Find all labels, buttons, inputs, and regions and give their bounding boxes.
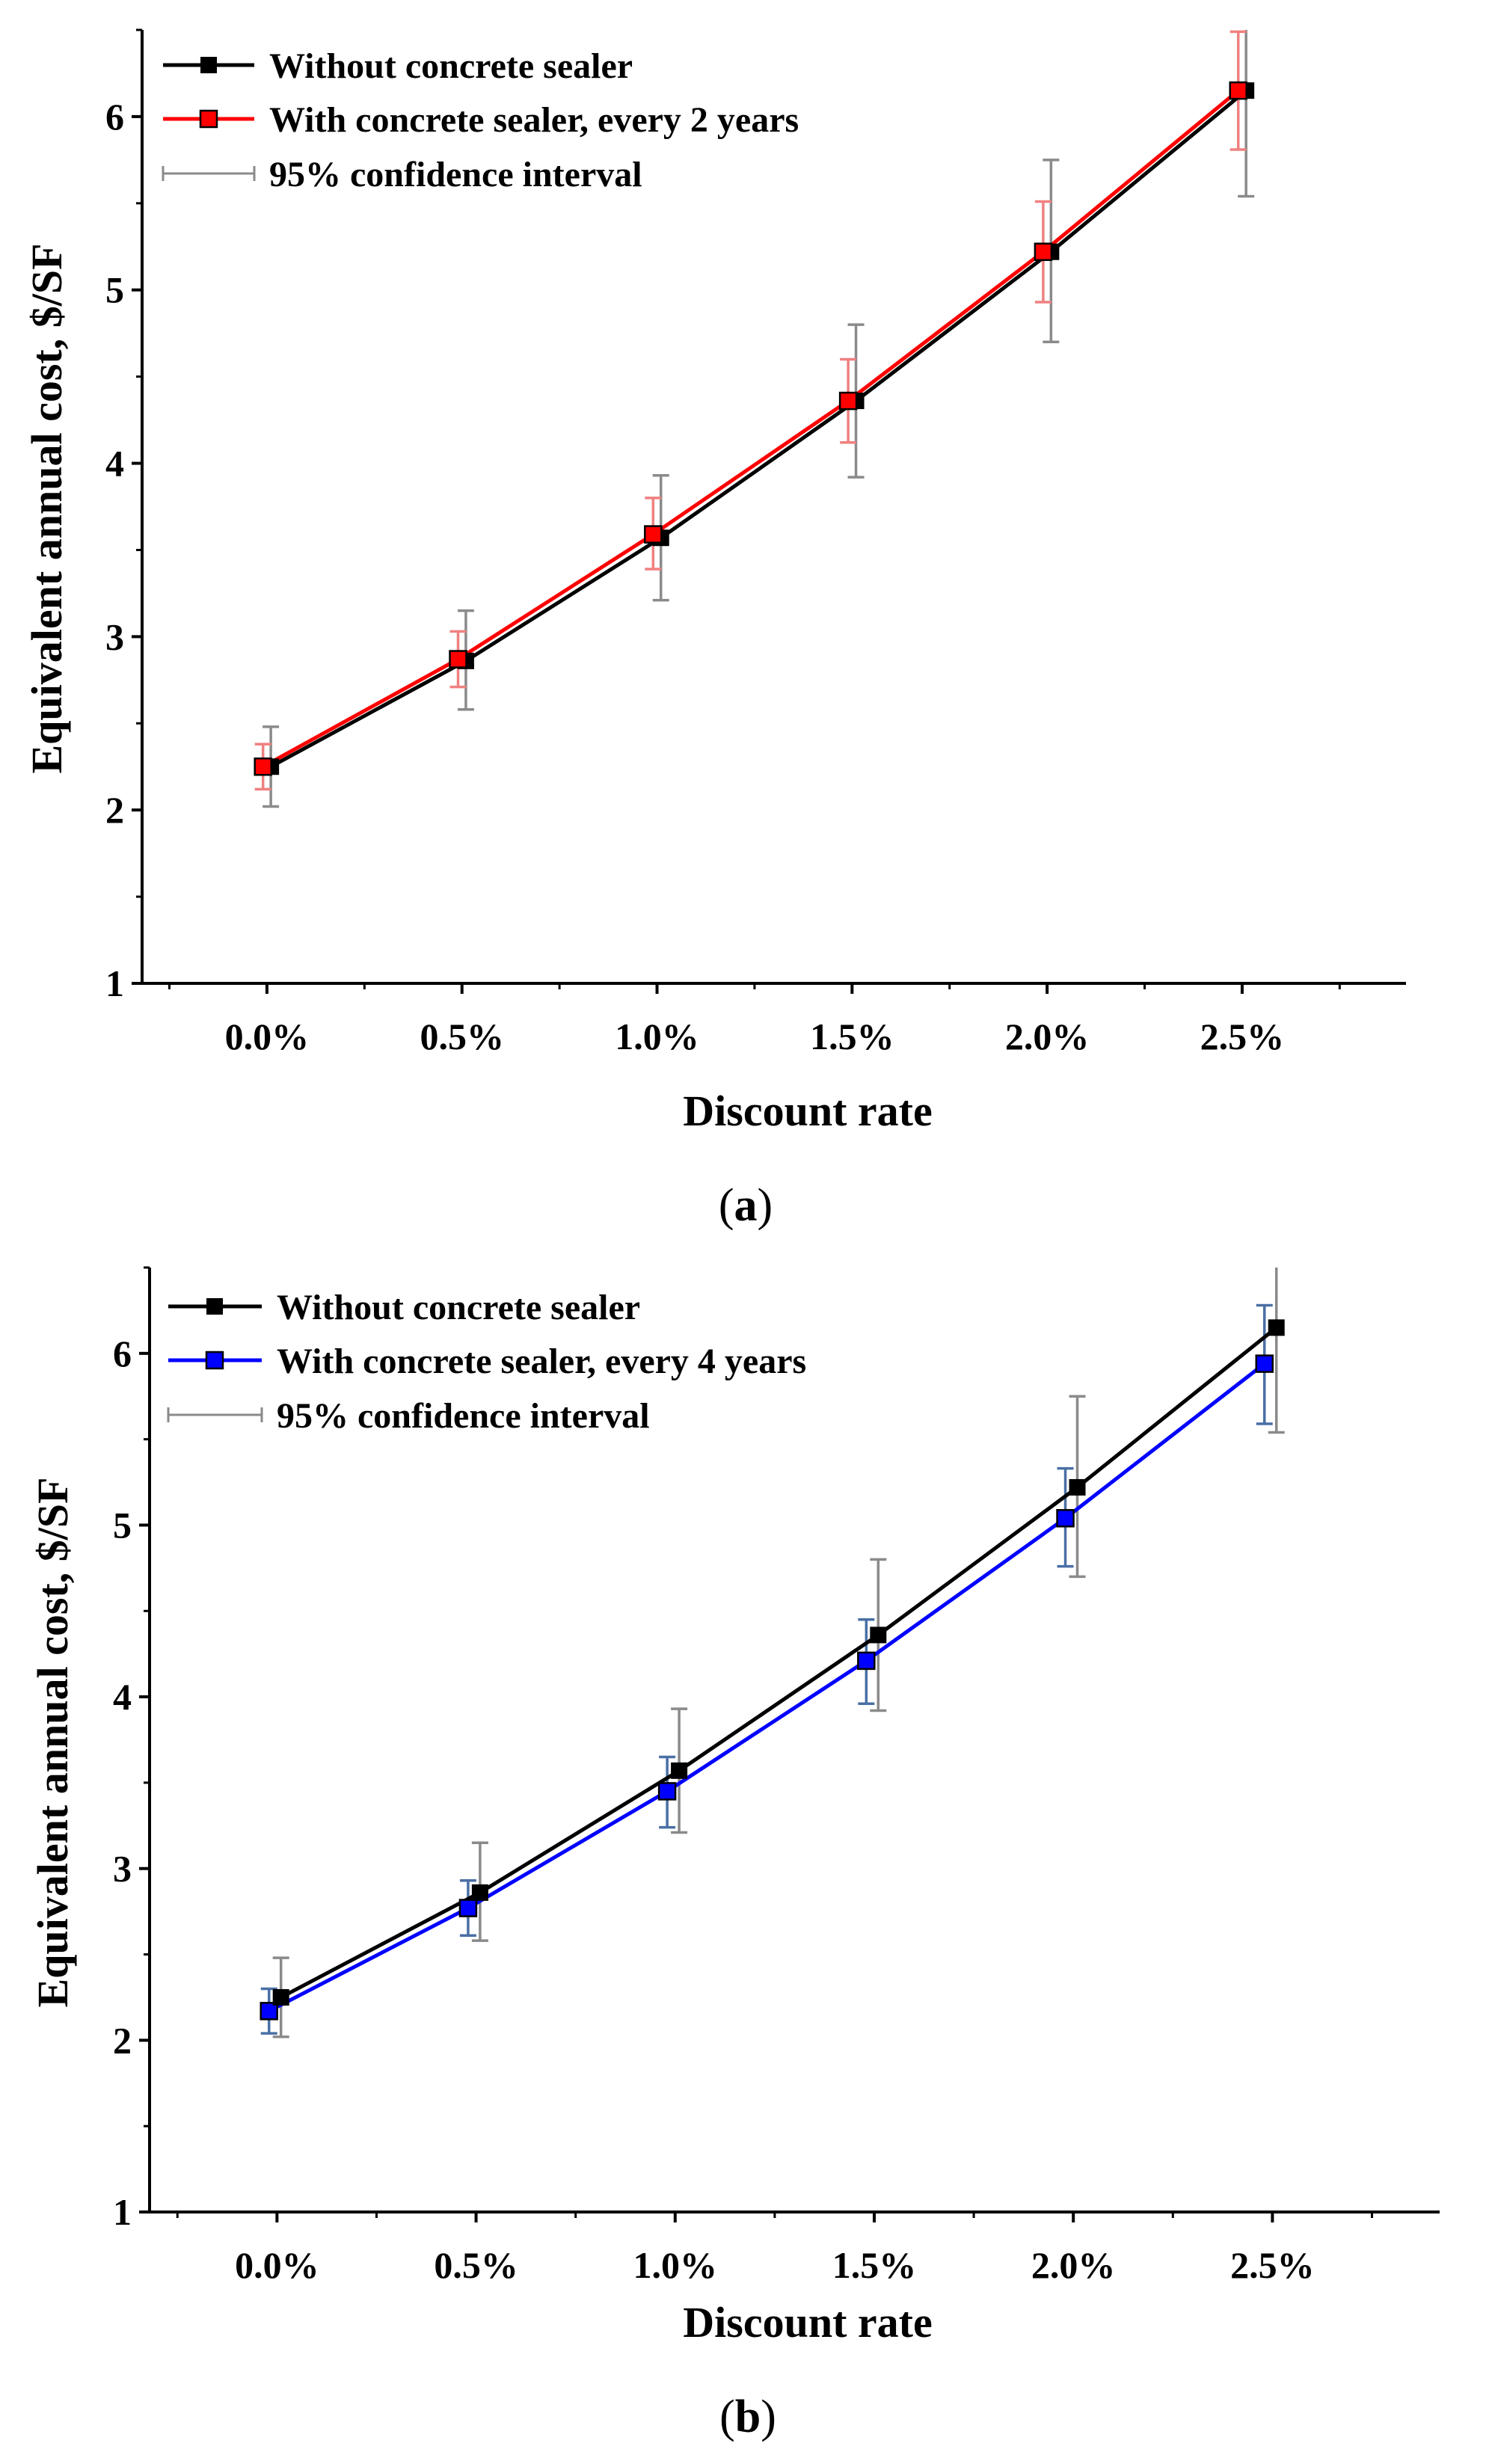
legend-label-without-sealer: Without concrete sealer (269, 46, 633, 86)
legend-label-ci: 95% confidence interval (277, 1396, 650, 1436)
y-tick-label: 2 (113, 2019, 132, 2061)
x-tick-label: 0.5% (434, 2244, 518, 2286)
data-point-marker (260, 2002, 278, 2021)
x-tick-label: 1.0% (615, 1016, 699, 1057)
y-tick-labels-a: 1 2 3 4 5 6 (105, 96, 124, 1004)
data-point-marker (644, 525, 663, 544)
data-point-marker (657, 1782, 677, 1801)
series-lines-b (268, 1326, 1278, 2013)
x-tick-label: 2.5% (1200, 1016, 1285, 1057)
y-tick-label: 4 (105, 443, 124, 485)
y-tick-label: 1 (105, 962, 124, 1004)
y-tick-labels-b: 1 2 3 4 5 6 (113, 1333, 132, 2233)
data-point-marker (1069, 1478, 1086, 1496)
x-tick-label: 0.5% (420, 1016, 504, 1057)
legend-swatch-marker-with-sealer (199, 109, 218, 129)
legend-b: Without concrete sealer With concrete se… (167, 1288, 806, 1436)
y-tick-label: 5 (113, 1504, 132, 1546)
data-point-marker (671, 1762, 688, 1779)
y-tick-label: 3 (105, 615, 124, 657)
markers-b (260, 1319, 1285, 2021)
data-point-marker (1229, 81, 1247, 100)
data-point-marker (458, 1899, 478, 1917)
x-tick-label: 0.0% (235, 2244, 319, 2286)
series-line (280, 1326, 1278, 2000)
panel-label-a: (a) (719, 1180, 773, 1231)
axis-ticks-b (139, 1266, 1373, 2222)
data-point-marker (272, 1988, 289, 2006)
error-bars-b (260, 1268, 1285, 2039)
legend-label-with-sealer: With concrete sealer, every 2 years (269, 100, 799, 140)
axis-ticks-a (132, 28, 1341, 994)
legend-swatch-marker-with-sealer (205, 1351, 224, 1370)
legend-swatch-marker-without-sealer (206, 1298, 223, 1315)
axis-frame-a (141, 30, 1406, 985)
panel-letter-a: a (734, 1180, 758, 1231)
data-point-marker (870, 1626, 887, 1644)
x-tick-label: 2.5% (1230, 2244, 1315, 2286)
x-axis-title-b: Discount rate (683, 2298, 932, 2347)
y-tick-label: 2 (105, 789, 124, 831)
legend-label-without-sealer: Without concrete sealer (277, 1288, 640, 1327)
data-point-marker (449, 650, 467, 669)
y-tick-label: 6 (113, 1333, 132, 1374)
x-tick-label: 2.0% (1031, 2244, 1116, 2286)
legend-swatch-marker-without-sealer (200, 57, 217, 73)
x-tick-label: 1.5% (810, 1016, 894, 1057)
y-axis-title-a: Equivalent annual cost, $/SF (22, 243, 71, 773)
axis-frame-b (148, 1268, 1440, 2213)
y-tick-label: 1 (113, 2191, 132, 2233)
series-line (268, 1362, 1266, 2013)
markers-a (254, 81, 1255, 776)
legend-label-ci: 95% confidence interval (269, 155, 642, 194)
data-point-marker (1255, 1354, 1274, 1373)
series-lines-a (262, 89, 1247, 769)
x-tick-labels-b: 0.0% 0.5% 1.0% 1.5% 2.0% 2.5% (235, 2244, 1315, 2286)
data-point-marker (1056, 1509, 1075, 1528)
data-point-marker (471, 1884, 488, 1901)
chart-panel-b: 1 2 3 4 5 6 0.0% 0.5% 1.0% 1.5% 2.0% 2.5… (28, 1266, 1440, 2442)
y-tick-label: 4 (113, 1676, 132, 1718)
x-axis-title-a: Discount rate (683, 1087, 932, 1135)
chart-panel-a: 1 2 3 4 5 6 0.0% 0.5% 1.0% 1.5% 2.0% 2.5… (22, 28, 1406, 1231)
series-line (262, 89, 1240, 769)
x-tick-label: 2.0% (1005, 1016, 1090, 1057)
data-point-marker (1268, 1319, 1285, 1336)
x-tick-labels-a: 0.0% 0.5% 1.0% 1.5% 2.0% 2.5% (225, 1016, 1285, 1057)
legend-label-with-sealer: With concrete sealer, every 4 years (277, 1342, 806, 1381)
x-tick-label: 1.0% (633, 2244, 718, 2286)
legend-a: Without concrete sealer With concrete se… (162, 46, 799, 194)
x-tick-label: 0.0% (225, 1016, 310, 1057)
x-tick-label: 1.5% (832, 2244, 917, 2286)
panel-letter-b: b (735, 2391, 761, 2442)
panel-label-b: (b) (719, 2391, 776, 2442)
y-tick-label: 6 (105, 96, 124, 138)
series-line (269, 89, 1247, 769)
y-axis-title-b: Equivalent annual cost, $/SF (28, 1477, 77, 2007)
data-point-marker (254, 757, 272, 776)
data-point-marker (1034, 242, 1053, 261)
data-point-marker (857, 1651, 876, 1671)
y-tick-label: 5 (105, 269, 124, 311)
y-tick-label: 3 (113, 1848, 132, 1890)
data-point-marker (838, 391, 858, 411)
